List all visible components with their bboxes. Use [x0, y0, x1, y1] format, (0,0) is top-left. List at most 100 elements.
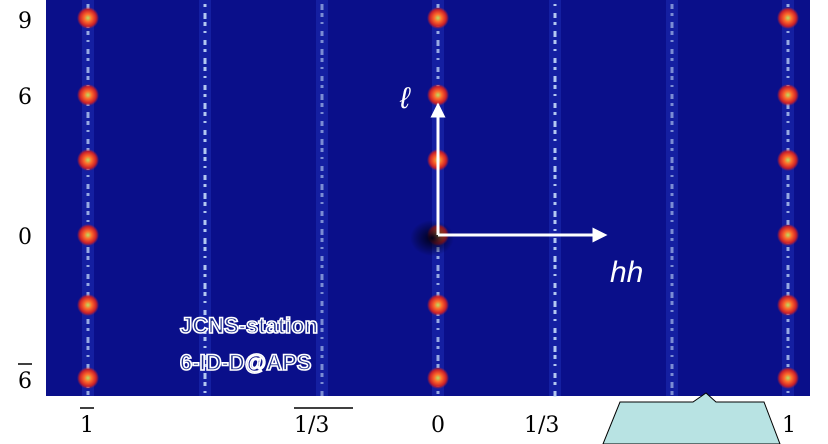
streak-dot: [553, 166, 557, 172]
streak-dot: [553, 202, 557, 205]
streak-dot: [436, 265, 440, 271]
streak-dot: [786, 139, 790, 142]
streak-dot: [670, 58, 674, 61]
streak-dot: [320, 121, 324, 126]
streak-dot: [786, 175, 790, 180]
streak-dot: [203, 94, 207, 97]
streak-dot: [320, 292, 324, 294]
streak-dot: [203, 283, 207, 289]
streak-dot: [320, 22, 324, 24]
streak-dot: [786, 319, 790, 322]
streak-dot: [203, 139, 207, 142]
streak-dot: [786, 58, 790, 64]
streak-dot: [670, 103, 674, 106]
streak-dot: [786, 391, 790, 393]
x-tick-label: 1: [782, 413, 796, 438]
streak-dot: [86, 337, 90, 343]
streak-dot: [670, 157, 674, 163]
streak-dot: [203, 247, 207, 251]
watermark: JCNS-station: [180, 313, 318, 338]
streak-dot: [203, 391, 207, 393]
streak-dot: [86, 391, 90, 395]
streak-dot: [436, 31, 440, 34]
streak-dot: [320, 49, 324, 55]
streak-dot: [320, 40, 324, 43]
streak-dot: [670, 184, 674, 189]
streak-dot: [320, 67, 324, 69]
streak-dot: [670, 328, 674, 331]
streak-dot: [786, 220, 790, 225]
bragg-peak: [777, 294, 799, 316]
streak-dot: [553, 346, 557, 352]
streak-glow: [316, 0, 328, 396]
streak-dot: [553, 301, 557, 307]
streak-dot: [786, 49, 790, 52]
streak-dot: [203, 166, 207, 168]
streak-dot: [786, 283, 790, 289]
bragg-peak: [427, 84, 449, 106]
y-tick-label: 6: [18, 85, 32, 110]
streak-dot: [203, 238, 207, 244]
streak-dot: [320, 148, 324, 152]
streak-dot: [553, 292, 557, 295]
streak-dot: [320, 247, 324, 249]
streak-dot: [86, 31, 90, 35]
streak-dot: [670, 112, 674, 118]
streak-dot: [786, 193, 790, 199]
streak-dot: [670, 364, 674, 369]
x-tick-label: 1: [80, 413, 94, 438]
streak-dot: [670, 76, 674, 80]
streak-dot: [86, 202, 90, 208]
streak-dot: [786, 31, 790, 33]
streak-dot: [553, 175, 557, 179]
streak-dot: [553, 247, 557, 250]
streak-dot: [203, 211, 207, 213]
streak-dot: [320, 274, 324, 280]
streak-dot: [203, 58, 207, 64]
streak-dot: [670, 274, 674, 279]
streak-dot: [553, 337, 557, 340]
streak-dot: [86, 346, 90, 350]
streak-dot: [86, 319, 90, 324]
streak-dot: [86, 76, 90, 80]
streak-dot: [553, 157, 557, 160]
streak-dot: [670, 22, 674, 28]
streak-dot: [320, 94, 324, 100]
streak-dot: [670, 373, 674, 376]
bragg-peak: [77, 7, 99, 29]
streak-dot: [553, 328, 557, 333]
streak-dot: [203, 274, 207, 277]
streak-dot: [203, 301, 207, 303]
y-tick-label: 6: [18, 369, 32, 394]
streak-dot: [553, 58, 557, 63]
streak-dot: [86, 265, 90, 267]
streak-dot: [553, 265, 557, 269]
streak-dot: [86, 4, 90, 9]
streak-dot: [320, 337, 324, 339]
streak-dot: [436, 67, 440, 72]
bragg-peaks: [77, 7, 799, 389]
streak-dot: [553, 13, 557, 18]
axis-label-hh: hh: [610, 256, 643, 289]
streak-dot: [786, 328, 790, 334]
streak-dot: [86, 121, 90, 125]
streak-dot: [203, 337, 207, 341]
callout: [602, 392, 781, 444]
streak-dot: [203, 148, 207, 154]
bragg-peak: [427, 294, 449, 316]
bragg-peak: [777, 224, 799, 246]
streak-dot: [553, 22, 557, 25]
x-tick-label: 1/3: [294, 413, 329, 438]
streak-dot: [553, 364, 557, 366]
streak-dot: [670, 121, 674, 125]
streak-dot: [203, 319, 207, 322]
axis-label-l: ℓ: [399, 82, 411, 115]
streak-dot: [320, 211, 324, 216]
streak-dot: [86, 193, 90, 196]
streak-dot: [786, 121, 790, 123]
streak-dot: [786, 184, 790, 187]
streak-dot: [320, 265, 324, 268]
streak-dot: [203, 4, 207, 7]
streak-dot: [670, 13, 674, 16]
